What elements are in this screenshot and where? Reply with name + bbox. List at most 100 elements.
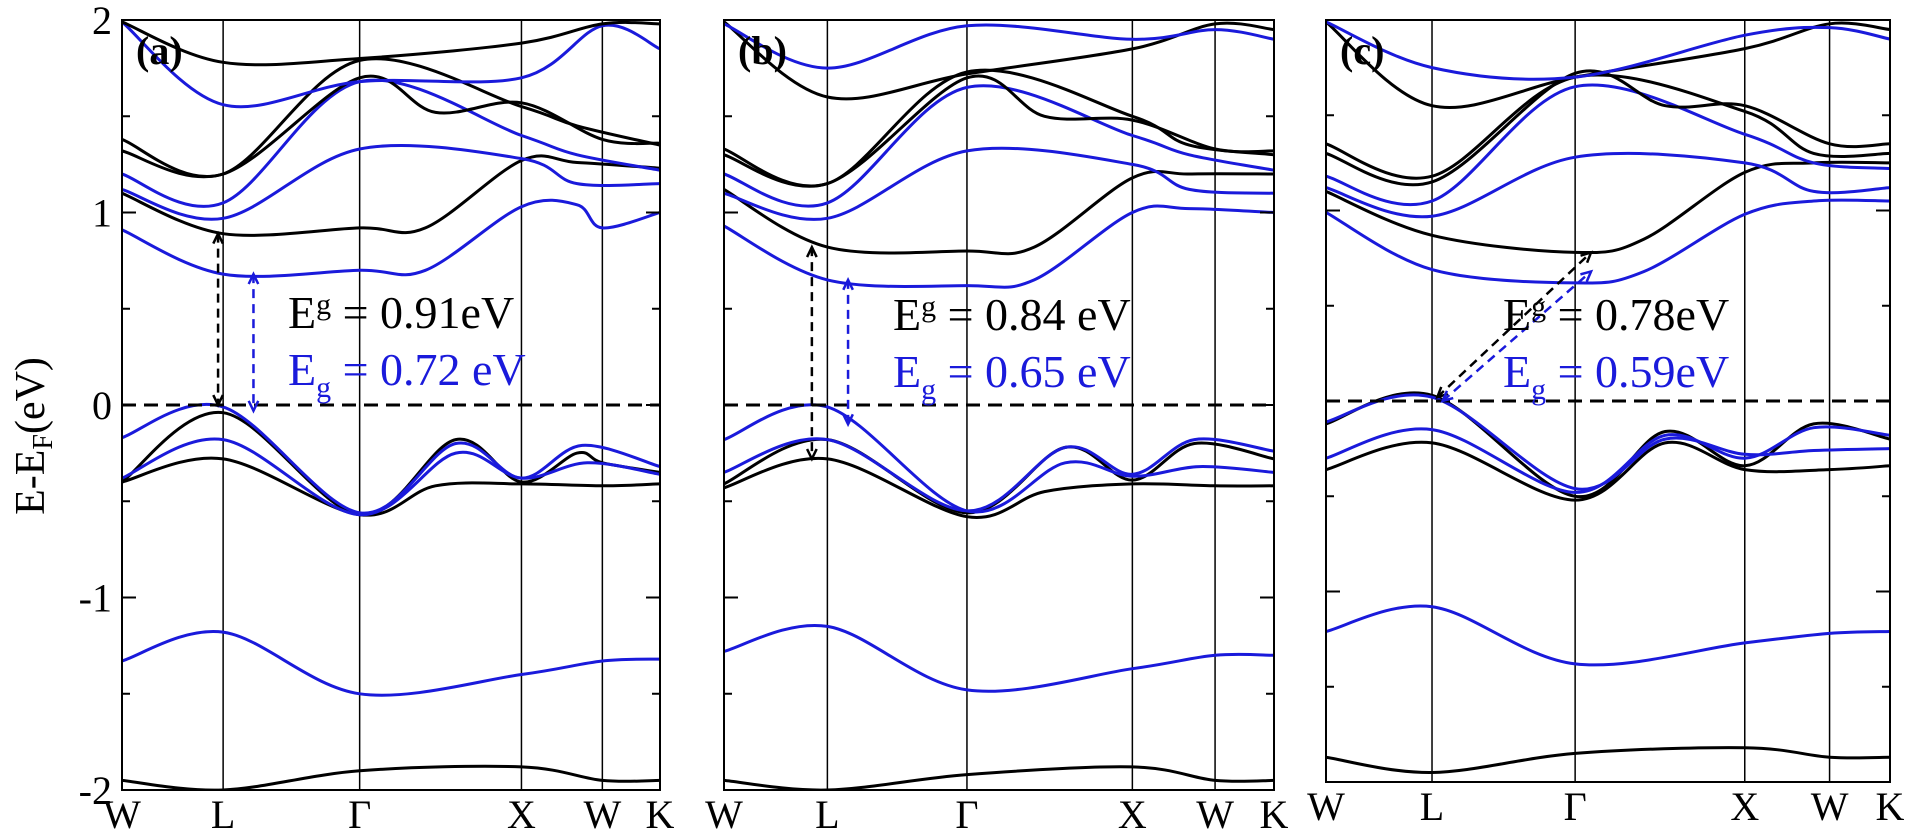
band-blue-12 [1326,604,1890,667]
band-blue-7 [122,78,660,208]
x-tick-label: L [815,792,839,837]
y-axis-title-unit: (eV) [8,357,54,434]
band-black-13 [724,765,1274,790]
band-blue-10 [122,20,660,109]
gap-label-black: Eg = 0.84 eV [893,289,1131,340]
x-tick-label: K [1876,784,1905,829]
gap-label-value: = 0.91eV [331,287,514,338]
band-blue-12 [724,623,1274,693]
y-tick-label: 2 [92,0,112,43]
band-blue-6 [122,143,660,221]
band-black-0 [724,456,1274,519]
band-blue-12 [122,629,660,697]
x-tick-label: W [705,792,743,837]
gap-arrow-black [1436,251,1592,399]
y-tick-label: -2 [79,768,112,813]
x-tick-label: X [1730,784,1759,829]
y-axis-title-text: E-EF(eV) [8,357,59,515]
bands [1326,20,1890,775]
y-tick-label: -1 [79,576,112,621]
x-tick-label: W [103,792,141,837]
band-blue-3 [1326,393,1890,491]
band-black-9 [122,74,660,179]
gap-label-value: = 0.78eV [1546,289,1729,340]
band-blue-2 [1326,425,1890,494]
gap-label-value: = 0.84 eV [936,289,1131,340]
gap-arrow-blue [1441,270,1592,402]
band-black-10 [1326,20,1890,109]
x-tick-label: W [1196,792,1234,837]
band-blue-3 [724,403,1274,514]
gap-label-prefix: E [288,287,316,338]
gap-label-blue: Eg = 0.65 eV [893,346,1131,406]
gap-arrow-head-blue [1440,269,1594,403]
band-blue-11 [724,22,1274,70]
y-axis-title-main: E-E [8,450,54,515]
band-blue-11 [1326,20,1890,81]
band-blue-2 [724,437,1274,513]
band-blue-7 [1326,83,1890,207]
band-blue-5 [1326,198,1890,285]
gap-label-sub: g [316,371,331,404]
y-axis-title-sub: F [28,434,59,450]
gap-arrow-head-black [805,244,818,462]
x-tick-label: W [1811,784,1849,829]
panel-label: (c) [1340,28,1384,73]
gap-label-sub: g [1531,373,1546,406]
band-black-13 [1326,746,1890,775]
gap-label-value: = 0.65 eV [936,346,1131,397]
band-blue-6 [724,146,1274,221]
band-blue-5 [724,204,1274,289]
x-tick-label: W [1307,784,1345,829]
band-black-9 [724,74,1274,188]
band-black-0 [122,456,660,517]
band-black-4 [1326,160,1890,255]
x-tick-label: K [646,792,675,837]
x-tick-label: W [583,792,621,837]
panel-label: (b) [738,28,787,73]
gap-label-sub: g [316,288,331,321]
x-tick-label: Γ [1564,784,1587,829]
y-tick-label: 0 [92,383,112,428]
gap-arrow-head-black [212,230,224,408]
band-black-8 [122,57,660,178]
bands [724,20,1274,790]
band-black-4 [122,154,660,237]
x-tick-label: X [507,792,536,837]
gap-label-blue: Eg = 0.72 eV [288,344,526,404]
gap-label-value: = 0.59eV [1546,346,1729,397]
x-tick-label: X [1118,792,1147,837]
gap-label-blue: Eg = 0.59eV [1503,346,1729,406]
y-axis-title: E-EF(eV) [8,357,59,515]
gap-label-sub: g [1531,290,1546,323]
gap-label-prefix: E [288,344,316,395]
gap-label-sub: g [921,290,936,323]
gap-arrow-head-blue [247,271,260,414]
bands [122,20,660,790]
gap-label-black: Eg = 0.78eV [1503,289,1729,340]
gap-label-black: Eg = 0.91eV [288,287,514,338]
gap-label-prefix: E [893,346,921,397]
band-black-8 [1326,73,1890,180]
band-black-13 [122,764,660,790]
x-tick-label: K [1260,792,1289,837]
gap-label-sub: g [921,373,936,406]
band-black-10 [724,20,1274,101]
band-blue-6 [1326,151,1890,219]
y-tick-label: 1 [92,191,112,236]
band-blue-2 [122,437,660,517]
band-blue-5 [122,198,660,278]
gap-label-prefix: E [1503,289,1531,340]
x-tick-label: Γ [955,792,978,837]
band-black-1 [1326,391,1890,498]
band-blue-3 [122,403,660,515]
band-black-1 [122,411,660,517]
gap-label-prefix: E [1503,346,1531,397]
band-black-11 [122,20,660,67]
x-tick-label: L [211,792,235,837]
panel-label: (a) [136,28,183,73]
